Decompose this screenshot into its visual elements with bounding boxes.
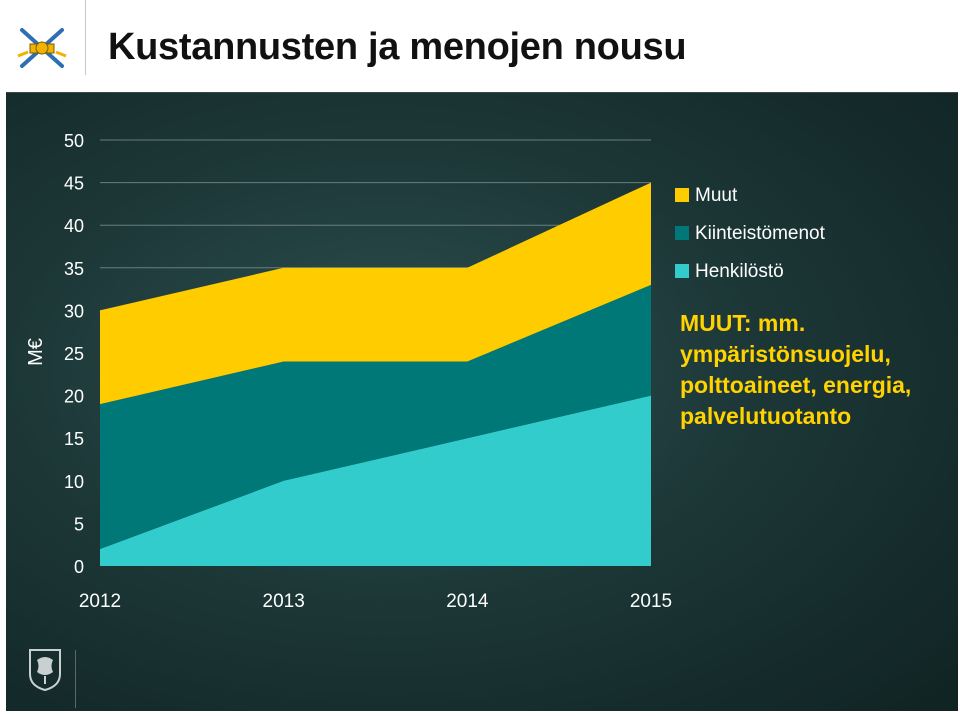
legend-swatch <box>675 226 689 240</box>
y-tick-label: 35 <box>64 259 84 279</box>
area-series-muut <box>100 182 651 405</box>
slide-header: Kustannusten ja menojen nousu <box>0 0 960 92</box>
muut-note-line: palvelutuotanto <box>680 403 852 429</box>
finnish-lion-emblem-icon <box>29 649 61 692</box>
muut-note-line: polttoaineet, energia, <box>680 372 912 398</box>
x-tick-label: 2015 <box>630 591 672 612</box>
legend-swatch <box>675 188 689 202</box>
y-tick-label: 25 <box>64 344 84 364</box>
y-tick-label: 20 <box>64 387 84 407</box>
y-tick-label: 45 <box>64 174 84 194</box>
y-tick-label: 50 <box>64 131 84 151</box>
legend-label: Kiinteistömenot <box>695 223 826 244</box>
legend-label: Muut <box>695 185 738 206</box>
y-tick-label: 10 <box>64 472 84 492</box>
legend-swatch <box>675 264 689 278</box>
muut-note: MUUT: mm. ympäristönsuojelu, polttoainee… <box>680 308 955 432</box>
y-tick-label: 0 <box>74 557 84 577</box>
y-tick-label: 40 <box>64 216 84 236</box>
muut-note-heading: MUUT: mm. <box>680 310 806 336</box>
area-series-henkilöstö <box>100 395 651 566</box>
y-tick-label: 30 <box>64 301 84 321</box>
slide-title: Kustannusten ja menojen nousu <box>108 26 687 68</box>
legend-label: Henkilöstö <box>695 261 784 282</box>
y-axis-label: M€ <box>25 338 47 366</box>
y-tick-label: 15 <box>64 429 84 449</box>
area-series-kiinteistömenot <box>100 284 651 549</box>
header-divider <box>85 0 86 75</box>
crossed-swords-emblem-icon <box>17 28 67 68</box>
y-tick-label: 5 <box>74 514 84 534</box>
x-tick-label: 2014 <box>446 591 489 612</box>
muut-note-line: ympäristönsuojelu, <box>680 341 891 367</box>
x-tick-label: 2012 <box>79 591 121 612</box>
footer-divider <box>75 650 76 708</box>
x-tick-label: 2013 <box>263 591 305 612</box>
